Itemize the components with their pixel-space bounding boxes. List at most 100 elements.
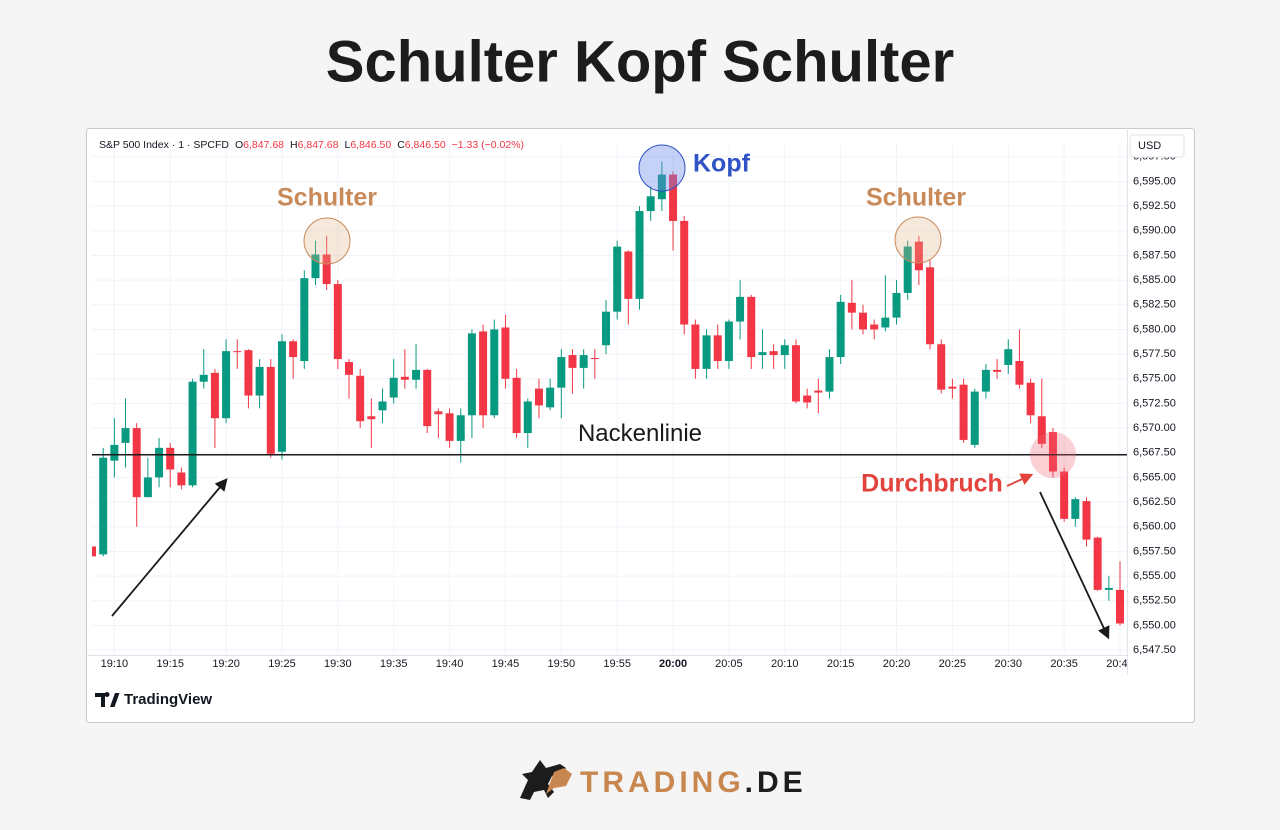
candle-body [1093, 537, 1102, 590]
candle-body [166, 447, 175, 470]
y-tick-label: 6,570.00 [1133, 422, 1176, 434]
candle-body [277, 341, 286, 452]
candle-body [836, 301, 845, 358]
candle-body [1082, 501, 1091, 540]
candle-body [624, 251, 633, 299]
x-tick-label: 19:50 [548, 658, 576, 670]
candle-body [1104, 587, 1113, 590]
candle-body [590, 358, 599, 360]
x-tick-label: 20:40 [1106, 658, 1134, 670]
change: −1.33 (−0.02%) [452, 139, 524, 151]
candle-body [222, 351, 231, 419]
x-tick-label: 20:15 [827, 658, 855, 670]
candle-body [702, 335, 711, 369]
candle-body [937, 344, 946, 390]
candle-body [400, 376, 409, 380]
currency-box [1129, 134, 1185, 158]
x-tick-label: 19:10 [101, 658, 129, 670]
currency: USD [1138, 140, 1161, 152]
x-tick-label: 19:30 [324, 658, 352, 670]
candle-body [445, 413, 454, 441]
candle-body [345, 361, 354, 375]
candle-body [143, 477, 152, 498]
candle-body [914, 241, 923, 271]
h-value: 6,847.68 [298, 139, 339, 151]
candle-body [512, 377, 521, 434]
y-tick-label: 6,592.50 [1133, 200, 1176, 212]
candle-body [970, 391, 979, 445]
candle-body [1116, 589, 1125, 624]
candle-body [423, 369, 432, 427]
candle-body [713, 335, 722, 362]
x-tick-label: 20:30 [995, 658, 1023, 670]
y-tick-label: 6,582.50 [1133, 299, 1176, 311]
candle-body [99, 457, 108, 555]
candle-body [479, 331, 488, 416]
candle-body [1071, 499, 1080, 519]
candle-body [199, 374, 208, 382]
candle-body [546, 387, 555, 408]
candle-body [736, 296, 745, 322]
candle-body [724, 321, 733, 362]
x-tick-label: 19:40 [436, 658, 464, 670]
o-label: O [235, 139, 243, 151]
candle-body [993, 369, 1002, 372]
candle-body [255, 366, 264, 396]
candle-body [534, 388, 543, 406]
x-tick-label: 20:25 [939, 658, 967, 670]
y-tick-label: 6,572.50 [1133, 397, 1176, 409]
l-label: L [344, 139, 350, 151]
candle-body [367, 416, 376, 420]
candle-body [758, 352, 767, 356]
candle-body [981, 369, 990, 392]
trend-arrow [111, 478, 228, 617]
candle-body [289, 341, 298, 358]
candle-body [467, 333, 476, 416]
candle-body [121, 428, 130, 443]
y-tick-label: 6,562.50 [1133, 496, 1176, 508]
x-tick-label: 19:45 [492, 658, 520, 670]
x-axis-labels: 19:10 19:15 19:20 19:25 19:30 19:35 19:40 19:45… [101, 658, 1134, 670]
candles [92, 161, 1125, 626]
x-tick-label: 19:55 [603, 658, 631, 670]
candle-body [1048, 432, 1057, 472]
tradingview-logo: TradingView [95, 691, 212, 708]
y-tick-label: 6,580.00 [1133, 323, 1176, 335]
candle-body [244, 350, 253, 396]
candle-body [769, 351, 778, 356]
candle-body [747, 296, 756, 358]
chart-header: S&P 500 Index · 1 · SPCFD O6,847.68 H6,847… [99, 139, 524, 151]
candle-body [210, 372, 219, 419]
candle-body [1060, 471, 1069, 519]
candle-body [903, 246, 912, 293]
candle-body [870, 324, 879, 330]
candle-body [177, 472, 186, 486]
candle-body [568, 355, 577, 368]
axes: 6,547.50 6,550.00 6,552.50 6,555.00 6,557.50… [86, 128, 1176, 675]
candle-body [110, 444, 119, 461]
annotation-circle [894, 216, 942, 264]
candle-body [669, 174, 678, 221]
annotation-circle [638, 144, 686, 192]
candle-body [490, 329, 499, 416]
y-tick-label: 6,587.50 [1133, 249, 1176, 261]
trend-arrow [1039, 491, 1110, 640]
y-tick-label: 6,567.50 [1133, 447, 1176, 459]
candle-body [635, 211, 644, 299]
y-tick-label: 6,595.00 [1133, 175, 1176, 187]
l-value: 6,846.50 [350, 139, 391, 151]
neckline-label: Nackenlinie [578, 420, 702, 447]
candle-body [412, 369, 421, 380]
x-tick-label: 19:25 [268, 658, 296, 670]
x-tick-label: 20:05 [715, 658, 743, 670]
candle-body [188, 381, 197, 486]
candle-body [1037, 416, 1046, 444]
annotation-label: Durchbruch [861, 470, 1003, 498]
c-label: C [397, 139, 405, 151]
annotation-label: Schulter [866, 184, 966, 212]
candle-body [847, 302, 856, 313]
grid [92, 142, 1127, 655]
candle-body [322, 254, 331, 285]
